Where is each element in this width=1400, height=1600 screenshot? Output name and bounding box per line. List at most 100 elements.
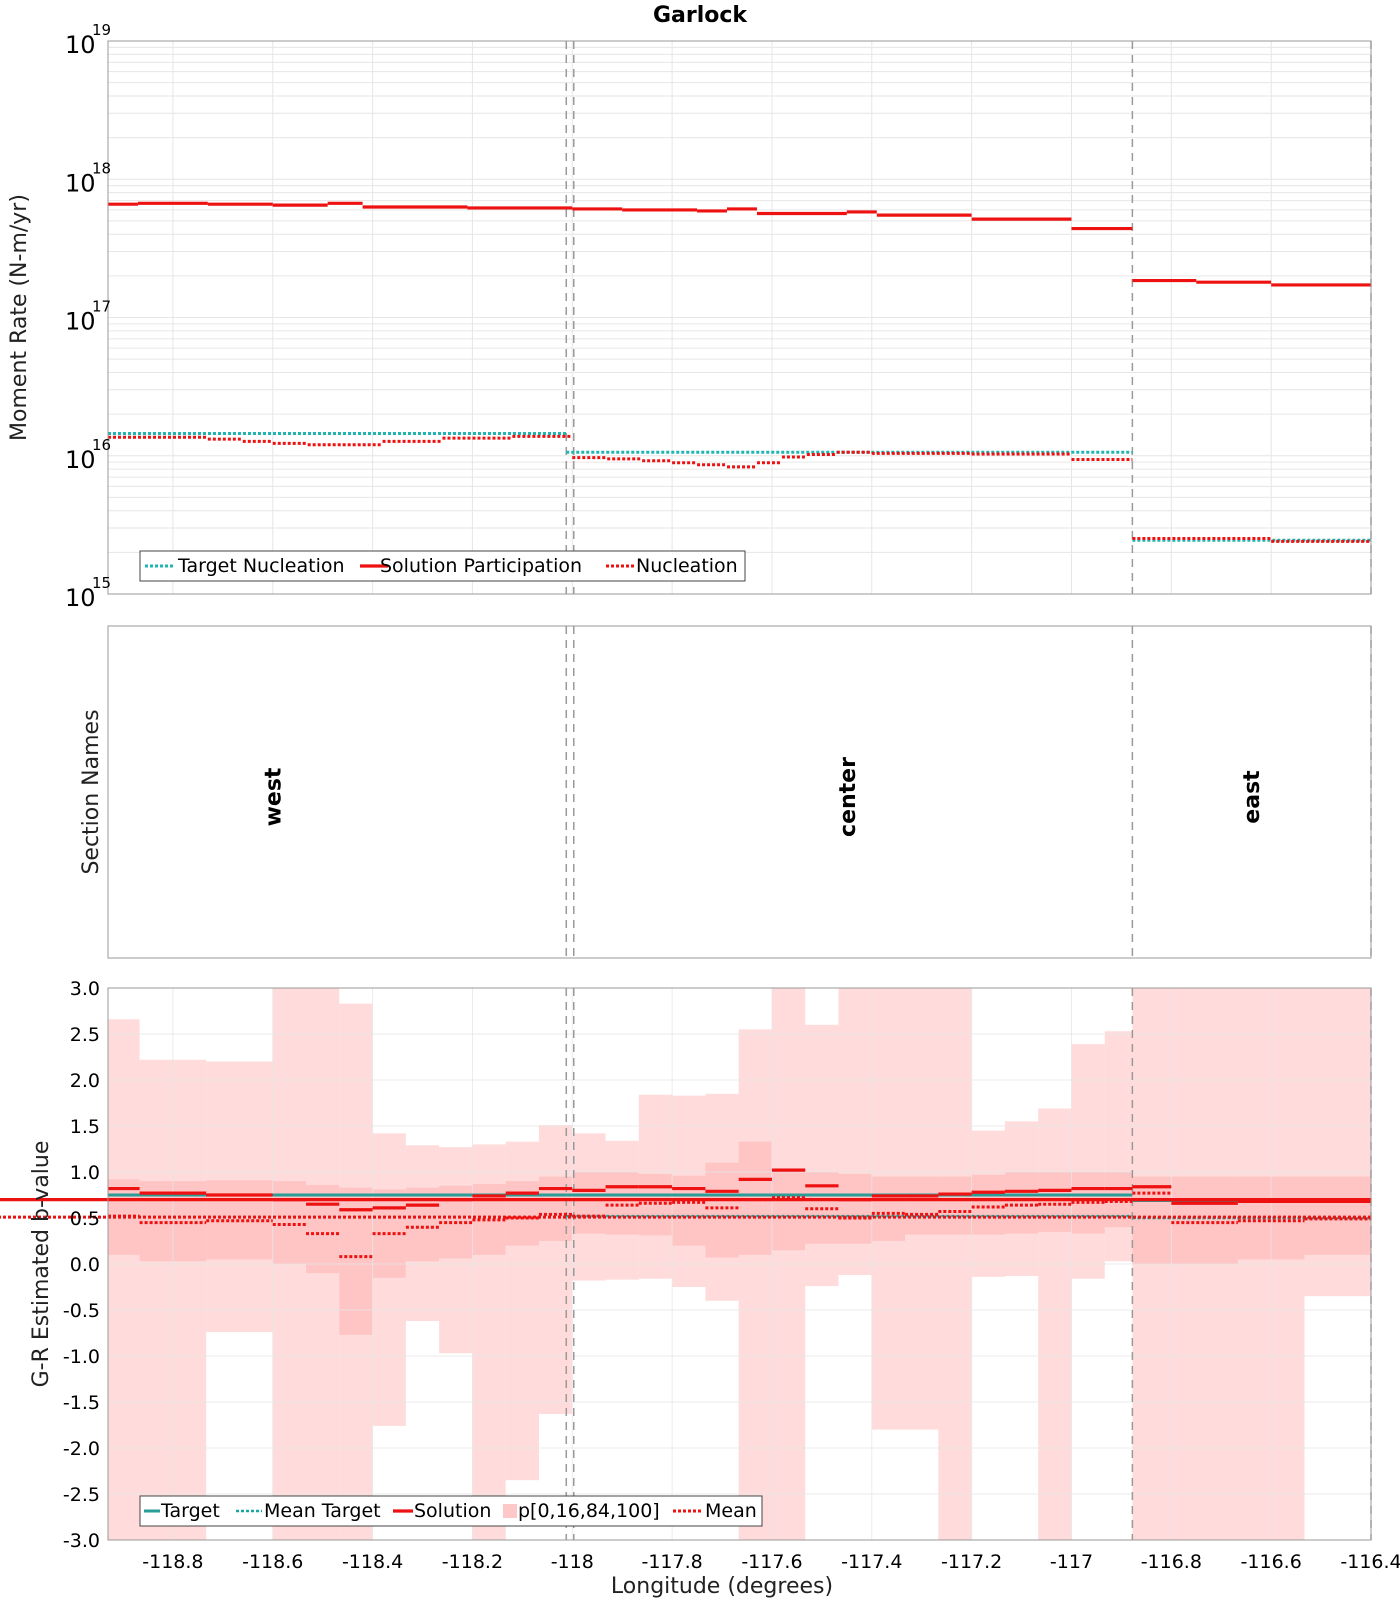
x-tick-label: -117.4 (841, 1551, 902, 1573)
percentile-range-bar (738, 1029, 772, 1540)
percentile-range-bar (838, 988, 872, 1276)
x-tick-label: -118.4 (342, 1551, 403, 1573)
percentile-inner-bar (838, 1173, 872, 1244)
b-value-y-tick-label: 0.0 (70, 1254, 100, 1276)
moment-y-tick-label: 10 (65, 169, 96, 197)
section-label-center: center (836, 757, 861, 837)
percentile-inner-bar (705, 1162, 739, 1258)
percentile-inner-bar (538, 1176, 573, 1241)
percentile-inner-bar (572, 1172, 606, 1234)
section-names-panel: west center east Section Names (79, 625, 1372, 959)
b-value-legend: Target Mean Target Solution p[0,16,84,100] M… (139, 1495, 763, 1527)
percentile-range-bar (439, 1147, 473, 1354)
percentile-range-bar (605, 1140, 639, 1280)
x-tick-label: -117.6 (741, 1551, 802, 1573)
section-label-west: west (262, 767, 287, 826)
x-axis-label: Longitude (degrees) (611, 1574, 833, 1599)
b-value-legend-label: Target (160, 1500, 220, 1522)
moment-y-tick-exponent: 17 (92, 298, 111, 316)
percentile-range-bar (1038, 1108, 1072, 1540)
b-value-series (0, 1168, 1371, 1259)
moment-y-tick-exponent: 15 (92, 574, 111, 592)
percentile-range-bar (405, 1145, 440, 1322)
percentile-inner-bar (1171, 1176, 1238, 1264)
moment-y-tick-label: 10 (65, 446, 96, 474)
section-plot-frame (107, 625, 1372, 959)
percentile-inner-bar (1004, 1172, 1039, 1234)
percentile-range-bar (971, 1130, 1005, 1277)
percentile-inner-bar (938, 1176, 972, 1235)
x-tick-label: -118.8 (142, 1551, 203, 1573)
percentile-inner-bar (672, 1175, 706, 1246)
percentile-range-bar (206, 1061, 273, 1333)
percentile-range-bar (108, 1019, 140, 1540)
x-tick-label: -118.2 (442, 1551, 503, 1573)
x-ticks: -118.8 -118.6 -118.4 -118.2 -118 -117.8 -117.6… (142, 1551, 1400, 1573)
b-value-panel: -3.0 -2.5 -2.0 -1.5 -1.0 -0.5 0.0 0.5 1.0 1.5 2.0 2… (0, 978, 1400, 1573)
x-tick-label: -118.6 (242, 1551, 303, 1573)
percentile-inner-bar (1132, 1176, 1172, 1264)
moment-legend-label: Target Nucleation (177, 555, 345, 577)
percentile-inner-bar (505, 1181, 539, 1246)
b-value-y-tick-label: -1.5 (63, 1392, 100, 1414)
b-value-plot-frame (107, 987, 1372, 1541)
b-value-y-tick-label: 2.5 (70, 1024, 100, 1046)
percentile-range-bar (372, 1133, 406, 1426)
b-value-y-tick-label: -2.0 (63, 1438, 100, 1460)
b-value-y-tick-label: 0.5 (70, 1208, 100, 1230)
percentile-inner-bar (771, 1168, 806, 1251)
percentile-range-bar (472, 1144, 506, 1540)
b-value-y-ticks: -3.0 -2.5 -2.0 -1.5 -1.0 -0.5 0.0 0.5 1.0 1.5 2.0 2… (63, 978, 100, 1552)
percentile-range-bar (339, 1003, 373, 1540)
b-value-y-tick-label: -3.0 (63, 1530, 100, 1552)
percentile-inner-bar (605, 1172, 639, 1235)
x-tick-label: -117.8 (641, 1551, 702, 1573)
b-value-y-tick-label: 2.0 (70, 1070, 100, 1092)
percentile-range-bar (1071, 1044, 1105, 1279)
b-value-legend-label: p[0,16,84,100] (518, 1500, 660, 1522)
b-value-y-tick-label: -2.5 (63, 1484, 100, 1506)
moment-legend: Target Nucleation Solution Participation N… (139, 550, 746, 582)
percentile-inner-bar (871, 1176, 906, 1241)
percentile-range-bar (572, 1133, 606, 1281)
section-labels: west center east (262, 757, 1265, 837)
moment-legend-box (139, 550, 746, 582)
x-tick-label: -117.2 (941, 1551, 1002, 1573)
moment-legend-label: Solution Participation (380, 555, 582, 577)
moment-y-tick-exponent: 19 (92, 21, 111, 39)
b-value-y-tick-label: -0.5 (63, 1300, 100, 1322)
x-tick-label: -116.8 (1141, 1551, 1202, 1573)
moment-series (108, 201, 1371, 543)
moment-y-axis-label: Moment Rate (N-m/yr) (7, 194, 32, 441)
percentile-inner-bar (971, 1174, 1005, 1235)
section-label-east: east (1240, 770, 1265, 824)
b-value-legend-label: Mean (705, 1500, 757, 1522)
x-tick-label: -116.6 (1241, 1551, 1302, 1573)
percentile-range-bar (705, 1093, 739, 1301)
moment-y-tick-exponent: 16 (92, 436, 111, 454)
percentile-range-bar (538, 1125, 573, 1414)
x-tick-label: -116.4 (1340, 1551, 1400, 1573)
moment-y-tick-exponent: 18 (92, 159, 111, 177)
percentile-inner-bar (1038, 1172, 1072, 1232)
moment-y-tick-label: 10 (65, 308, 96, 336)
x-tick-label: -118 (551, 1551, 594, 1573)
moment-grid (108, 41, 1372, 595)
b-value-y-tick-label: 3.0 (70, 978, 100, 1000)
b-value-legend-label: Solution (414, 1500, 491, 1522)
moment-y-tick-label: 10 (65, 31, 96, 59)
percentile-range-bar (1104, 1031, 1133, 1262)
b-value-y-tick-label: 1.0 (70, 1162, 100, 1184)
b-value-y-axis-label: G-R Estimated b-value (29, 1141, 54, 1388)
moment-y-tick-label: 10 (65, 584, 96, 612)
percentile-range-bar (1304, 988, 1371, 1297)
b-value-grid (108, 987, 1372, 1541)
percentile-range-bar (672, 1095, 706, 1287)
section-y-axis-label: Section Names (79, 709, 104, 874)
x-tick-label: -117 (1050, 1551, 1093, 1573)
percentile-range-bar (805, 1024, 839, 1287)
b-value-legend-label: Mean Target (264, 1500, 381, 1522)
moment-legend-label: Nucleation (636, 555, 738, 577)
